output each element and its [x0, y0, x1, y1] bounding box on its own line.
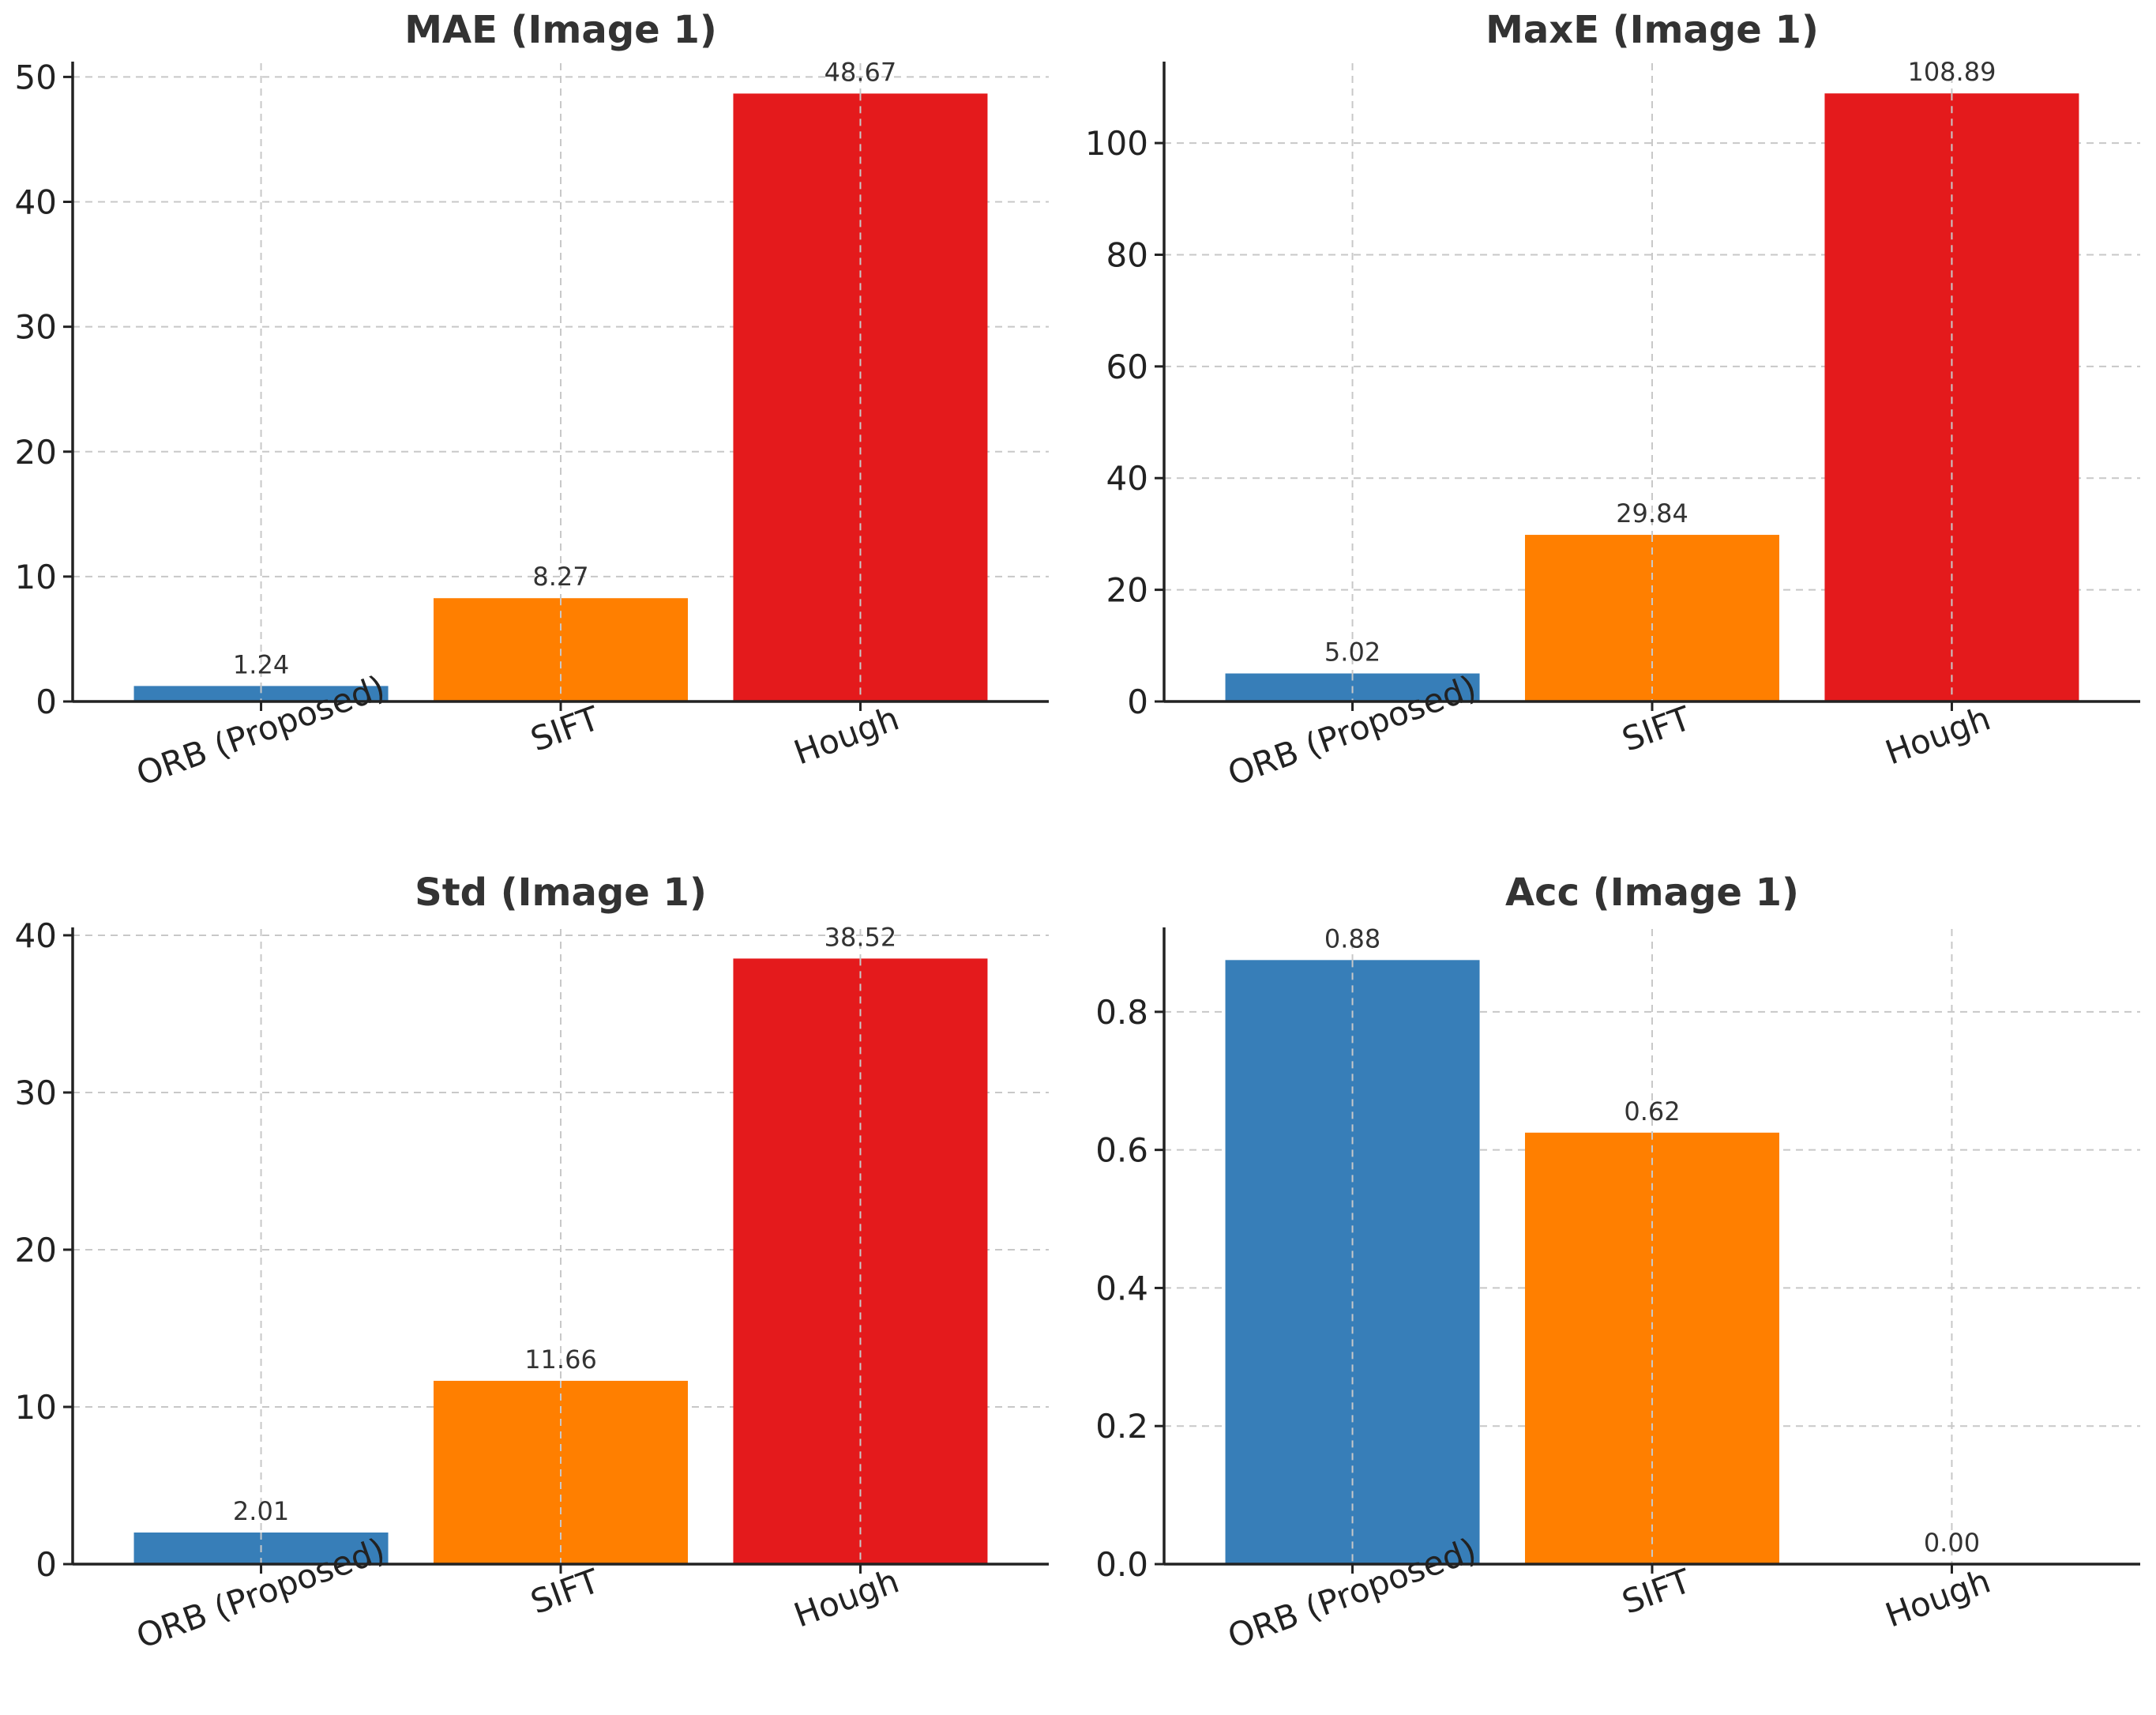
- y-tick-label: 20: [15, 433, 57, 472]
- y-tick-label: 0: [36, 683, 57, 721]
- data-label: 5.02: [1324, 637, 1380, 668]
- y-tick-label: 20: [15, 1231, 57, 1269]
- x-tick-label: Hough: [789, 699, 904, 773]
- bar-orb-proposed: [133, 686, 389, 701]
- chart-title: MAE (Image 1): [404, 8, 717, 52]
- y-tick-label: 10: [15, 1388, 57, 1427]
- y-tick-label: 0.8: [1095, 993, 1148, 1032]
- bar-orb-proposed: [1225, 960, 1480, 1564]
- y-tick-label: 30: [15, 308, 57, 347]
- x-tick-label: SIFT: [1617, 698, 1696, 758]
- y-tick-label: 60: [1106, 348, 1148, 386]
- y-tick-label: 0.6: [1095, 1131, 1148, 1170]
- data-label: 0.88: [1324, 923, 1380, 953]
- y-tick-label: 40: [15, 916, 57, 955]
- y-tick-label: 30: [15, 1074, 57, 1112]
- chart-title: Acc (Image 1): [1505, 871, 1799, 915]
- y-tick-label: 0: [1127, 683, 1148, 721]
- y-tick-label: 0.2: [1095, 1407, 1148, 1446]
- x-tick-label: SIFT: [526, 1561, 605, 1621]
- y-tick-label: 10: [15, 558, 57, 596]
- data-label: 48.67: [824, 57, 897, 87]
- data-label: 1.24: [233, 649, 289, 679]
- y-tick-label: 0.0: [1095, 1545, 1148, 1584]
- x-tick-label: SIFT: [1617, 1561, 1696, 1621]
- chart-title: Std (Image 1): [415, 871, 707, 915]
- data-label: 0.62: [1624, 1096, 1680, 1126]
- x-tick-label: Hough: [789, 1562, 904, 1635]
- y-tick-label: 100: [1085, 124, 1148, 163]
- data-label: 8.27: [532, 562, 588, 592]
- data-label: 108.89: [1907, 57, 1996, 87]
- y-tick-label: 50: [15, 58, 57, 96]
- y-tick-label: 0: [36, 1545, 57, 1584]
- chart-title: MaxE (Image 1): [1486, 8, 1819, 52]
- data-label: 29.84: [1616, 498, 1688, 528]
- x-tick-label: SIFT: [526, 698, 605, 758]
- data-label: 11.66: [524, 1345, 597, 1375]
- y-tick-label: 20: [1106, 571, 1148, 610]
- data-label: 38.52: [824, 922, 897, 952]
- bar-hough: [733, 958, 988, 1564]
- data-label: 2.01: [233, 1496, 289, 1526]
- y-tick-label: 40: [1106, 459, 1148, 498]
- y-tick-label: 80: [1106, 235, 1148, 274]
- x-tick-label: Hough: [1880, 1562, 1996, 1635]
- x-tick-label: Hough: [1880, 699, 1996, 773]
- data-label: 0.00: [1924, 1528, 1980, 1558]
- y-tick-label: 40: [15, 183, 57, 222]
- y-tick-label: 0.4: [1095, 1269, 1148, 1307]
